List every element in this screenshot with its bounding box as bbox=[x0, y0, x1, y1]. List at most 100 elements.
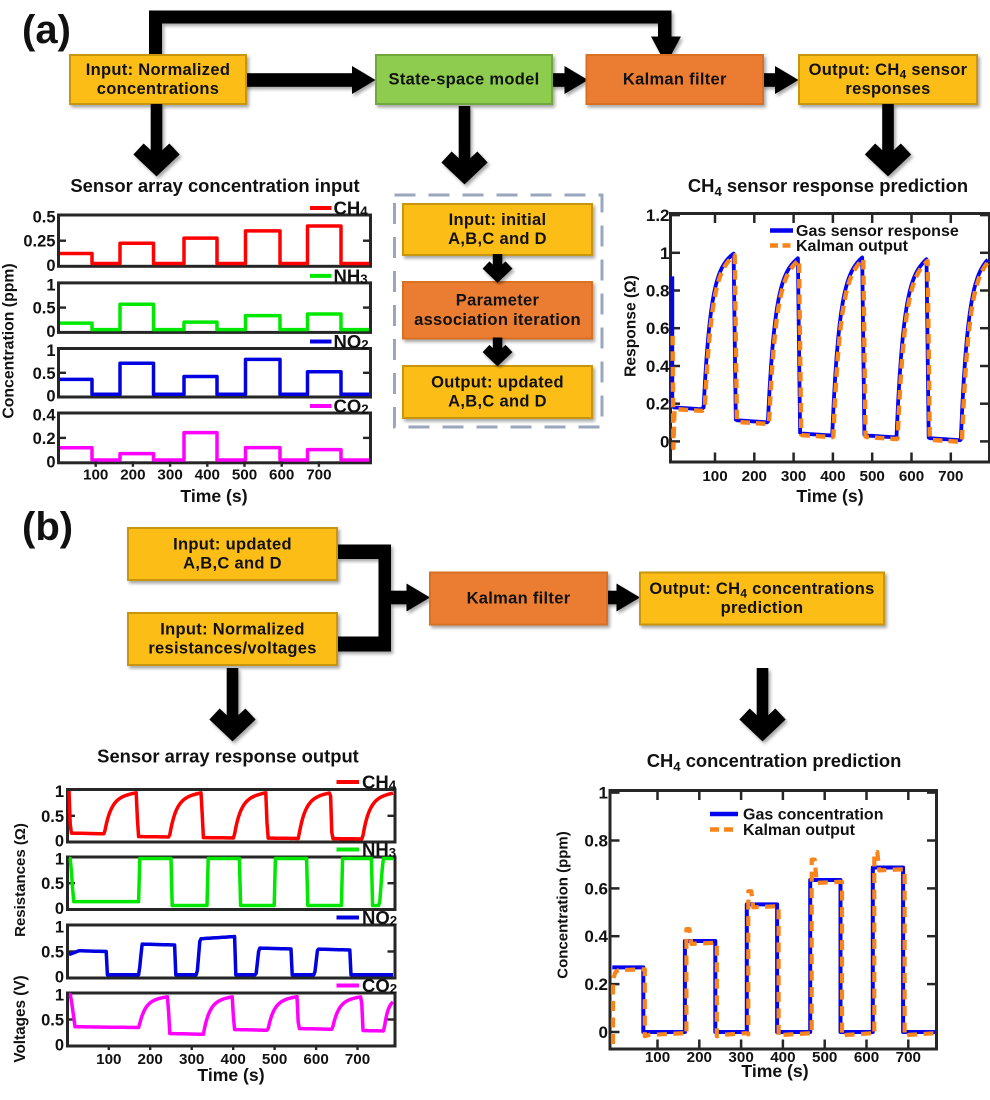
svg-text:0: 0 bbox=[46, 257, 55, 275]
svg-text:0.8: 0.8 bbox=[646, 282, 670, 301]
svg-text:NH3: NH3 bbox=[334, 265, 368, 286]
svg-text:Time (s): Time (s) bbox=[796, 486, 863, 506]
svg-text:0.5: 0.5 bbox=[33, 209, 56, 227]
svg-text:responses: responses bbox=[845, 80, 930, 98]
svg-text:Gas sensor response: Gas sensor response bbox=[796, 223, 959, 240]
svg-text:association iteration: association iteration bbox=[414, 311, 581, 329]
svg-text:0.2: 0.2 bbox=[33, 430, 56, 448]
svg-text:200: 200 bbox=[742, 468, 767, 485]
svg-text:Kalman output: Kalman output bbox=[743, 822, 856, 839]
svg-text:0: 0 bbox=[599, 1023, 608, 1042]
svg-text:Sensor array response output: Sensor array response output bbox=[97, 746, 359, 767]
svg-text:500: 500 bbox=[262, 1051, 287, 1068]
svg-text:Time (s): Time (s) bbox=[197, 1065, 264, 1085]
svg-text:500: 500 bbox=[812, 1049, 837, 1066]
svg-text:500: 500 bbox=[232, 467, 257, 484]
svg-text:Input: Normalized: Input: Normalized bbox=[86, 61, 230, 79]
svg-text:100: 100 bbox=[96, 1051, 121, 1068]
svg-text:0.5: 0.5 bbox=[41, 875, 64, 893]
svg-text:400: 400 bbox=[195, 467, 220, 484]
svg-text:Parameter: Parameter bbox=[456, 292, 540, 310]
svg-text:500: 500 bbox=[860, 468, 885, 485]
svg-text:Time (s): Time (s) bbox=[741, 1061, 808, 1081]
svg-text:CO2: CO2 bbox=[362, 975, 397, 996]
svg-text:0.6: 0.6 bbox=[584, 879, 608, 898]
svg-text:100: 100 bbox=[645, 1049, 670, 1066]
svg-text:600: 600 bbox=[269, 467, 294, 484]
svg-text:300: 300 bbox=[781, 468, 806, 485]
svg-text:0.8: 0.8 bbox=[584, 832, 608, 851]
svg-text:1: 1 bbox=[46, 276, 55, 294]
svg-text:Response (Ω): Response (Ω) bbox=[623, 275, 640, 377]
svg-text:concentrations: concentrations bbox=[97, 80, 219, 98]
svg-text:Resistances (Ω): Resistances (Ω) bbox=[12, 823, 29, 937]
svg-text:CH4: CH4 bbox=[362, 772, 397, 793]
svg-text:100: 100 bbox=[83, 467, 108, 484]
svg-text:State-space model: State-space model bbox=[389, 71, 540, 89]
svg-text:0.5: 0.5 bbox=[33, 365, 56, 383]
svg-text:0: 0 bbox=[55, 833, 64, 851]
svg-text:0.2: 0.2 bbox=[646, 395, 670, 414]
svg-text:600: 600 bbox=[899, 468, 924, 485]
svg-text:NH3: NH3 bbox=[362, 839, 396, 860]
svg-text:1: 1 bbox=[660, 244, 669, 263]
svg-text:700: 700 bbox=[306, 467, 331, 484]
svg-text:CH4 sensor response prediction: CH4 sensor response prediction bbox=[688, 175, 968, 199]
svg-text:1: 1 bbox=[46, 342, 55, 360]
svg-text:200: 200 bbox=[120, 467, 145, 484]
svg-text:1: 1 bbox=[55, 919, 64, 937]
svg-text:CO2: CO2 bbox=[334, 396, 369, 417]
svg-text:A,B,C and D: A,B,C and D bbox=[448, 230, 547, 248]
svg-text:0.5: 0.5 bbox=[33, 300, 56, 318]
svg-text:Output: CH4 sensor: Output: CH4 sensor bbox=[809, 61, 968, 82]
svg-text:0: 0 bbox=[55, 1037, 64, 1055]
svg-text:prediction: prediction bbox=[721, 599, 804, 617]
svg-text:0.4: 0.4 bbox=[646, 357, 670, 376]
svg-text:A,B,C and D: A,B,C and D bbox=[183, 555, 282, 573]
svg-text:Input: Normalized: Input: Normalized bbox=[160, 620, 304, 638]
svg-text:0: 0 bbox=[55, 969, 64, 987]
svg-text:Kalman filter: Kalman filter bbox=[623, 71, 727, 89]
svg-text:Output: updated: Output: updated bbox=[431, 373, 564, 391]
svg-text:0.6: 0.6 bbox=[646, 319, 670, 338]
svg-text:1: 1 bbox=[599, 784, 608, 803]
svg-text:600: 600 bbox=[854, 1049, 879, 1066]
svg-text:Voltages (V): Voltages (V) bbox=[12, 975, 29, 1062]
svg-text:0.5: 0.5 bbox=[41, 808, 64, 826]
svg-text:400: 400 bbox=[820, 468, 845, 485]
svg-text:700: 700 bbox=[938, 468, 963, 485]
svg-text:Concentration (ppm): Concentration (ppm) bbox=[1, 263, 18, 418]
svg-text:200: 200 bbox=[687, 1049, 712, 1066]
svg-text:NO2: NO2 bbox=[362, 907, 397, 928]
svg-text:Input: updated: Input: updated bbox=[173, 535, 292, 553]
svg-text:0.4: 0.4 bbox=[584, 927, 608, 946]
svg-text:0: 0 bbox=[46, 453, 55, 471]
svg-text:700: 700 bbox=[896, 1049, 921, 1066]
svg-text:0.2: 0.2 bbox=[584, 975, 608, 994]
svg-text:Concentration (ppm): Concentration (ppm) bbox=[555, 831, 572, 979]
svg-text:Output: CH4 concentrations: Output: CH4 concentrations bbox=[649, 580, 874, 601]
svg-text:CH4 concentration prediction: CH4 concentration prediction bbox=[647, 750, 902, 774]
svg-text:(a): (a) bbox=[22, 8, 71, 52]
svg-text:400: 400 bbox=[770, 1049, 795, 1066]
svg-text:0.25: 0.25 bbox=[23, 233, 55, 251]
svg-text:Input: initial: Input: initial bbox=[449, 211, 547, 229]
svg-text:0.4: 0.4 bbox=[33, 407, 57, 425]
svg-text:200: 200 bbox=[138, 1051, 163, 1068]
svg-text:1: 1 bbox=[55, 851, 64, 869]
svg-text:0: 0 bbox=[660, 432, 669, 451]
svg-text:600: 600 bbox=[303, 1051, 328, 1068]
svg-text:300: 300 bbox=[728, 1049, 753, 1066]
svg-text:(b): (b) bbox=[22, 505, 73, 549]
svg-text:Kalman output: Kalman output bbox=[796, 238, 909, 255]
svg-text:0: 0 bbox=[46, 323, 55, 341]
svg-text:400: 400 bbox=[221, 1051, 246, 1068]
svg-text:1: 1 bbox=[55, 987, 64, 1005]
svg-text:resistances/voltages: resistances/voltages bbox=[148, 640, 316, 658]
svg-text:0: 0 bbox=[46, 388, 55, 406]
svg-text:0: 0 bbox=[55, 900, 64, 918]
svg-text:1: 1 bbox=[55, 783, 64, 801]
svg-text:Kalman filter: Kalman filter bbox=[467, 590, 571, 608]
svg-text:300: 300 bbox=[157, 467, 182, 484]
svg-text:700: 700 bbox=[345, 1051, 370, 1068]
